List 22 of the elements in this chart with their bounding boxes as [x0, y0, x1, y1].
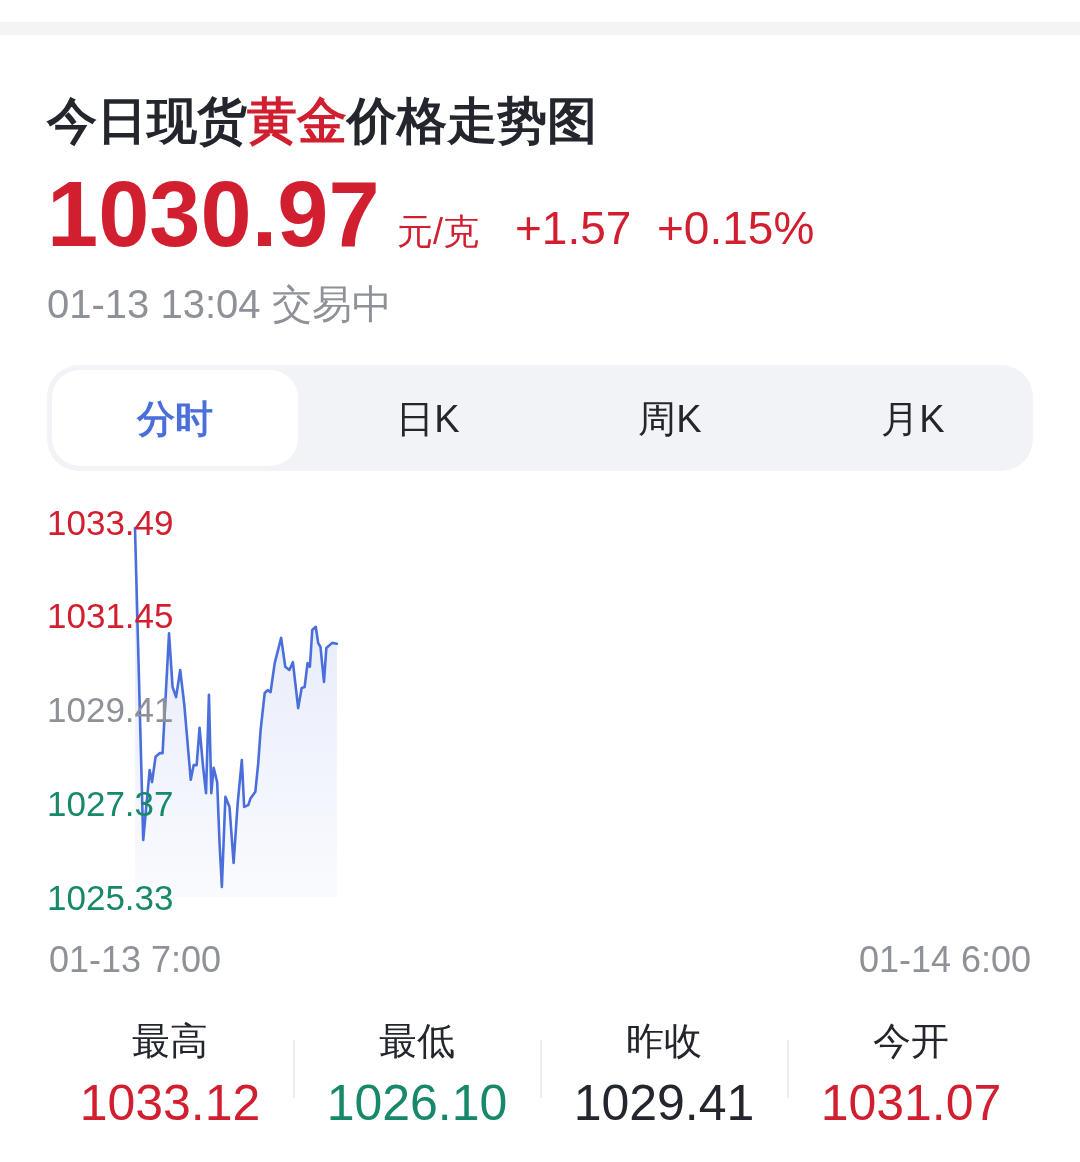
text: 最高 [132, 1020, 208, 1062]
text: 1029.41 [573, 1075, 755, 1131]
text: 分时 [136, 398, 213, 440]
text: 今开 [873, 1020, 949, 1062]
text: 1026.10 [326, 1075, 508, 1131]
x-tick-label: 01-13 7:00 [48, 939, 222, 980]
text: 日K [396, 398, 460, 440]
text: 1033.12 [79, 1075, 261, 1131]
x-tick-label: 01-14 6:00 [858, 939, 1032, 980]
text: 月K [881, 398, 945, 440]
text: 周K [638, 398, 702, 440]
text: 1031.07 [820, 1075, 1002, 1131]
text: +1.57 [515, 202, 632, 254]
text: 昨收 [626, 1020, 702, 1062]
text: 1030.97 [47, 163, 380, 265]
text: 01-13 13:04 交易中 [47, 282, 392, 326]
y-tick-label: 1025.33 [47, 877, 174, 917]
chart-title: 今日现货黄金价格走势图 [46, 93, 597, 149]
text: +0.15% [657, 202, 815, 254]
text: 元/克 [397, 211, 480, 252]
y-tick-label: 1033.49 [47, 502, 174, 542]
text: 最低 [379, 1020, 455, 1062]
